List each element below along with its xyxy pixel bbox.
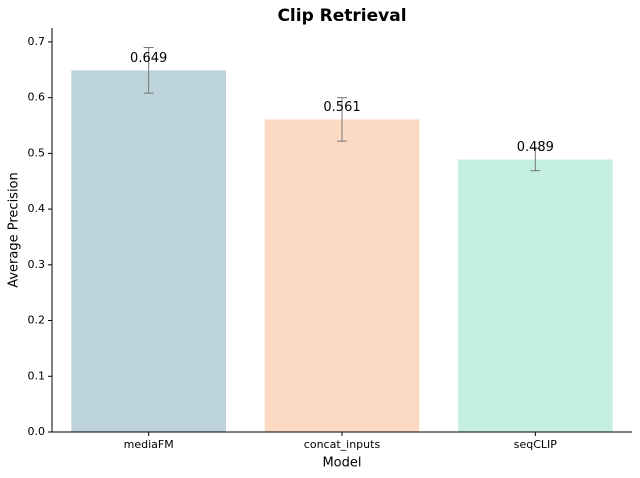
x-tick-label: seqCLIP: [514, 438, 558, 451]
x-axis-label: Model: [322, 456, 361, 471]
y-tick-label: 0.5: [28, 146, 46, 159]
y-tick-label: 0.6: [28, 91, 46, 104]
x-tick-label: mediaFM: [124, 438, 174, 451]
x-tick-label: concat_inputs: [304, 438, 381, 451]
y-tick-label: 0.4: [28, 202, 46, 215]
value-label: 0.649: [130, 51, 167, 66]
chart-title: Clip Retrieval: [277, 6, 406, 26]
y-tick-label: 0.1: [28, 369, 46, 382]
bar: [458, 159, 613, 432]
value-label: 0.561: [323, 100, 360, 115]
bar: [71, 70, 226, 432]
y-tick-label: 0.7: [28, 35, 46, 48]
bar: [264, 119, 420, 433]
y-tick-label: 0.3: [28, 258, 46, 271]
y-tick-label: 0.0: [28, 425, 46, 438]
value-label: 0.489: [517, 140, 554, 155]
y-tick-label: 0.2: [28, 314, 46, 327]
y-axis-label: Average Precision: [7, 172, 22, 288]
